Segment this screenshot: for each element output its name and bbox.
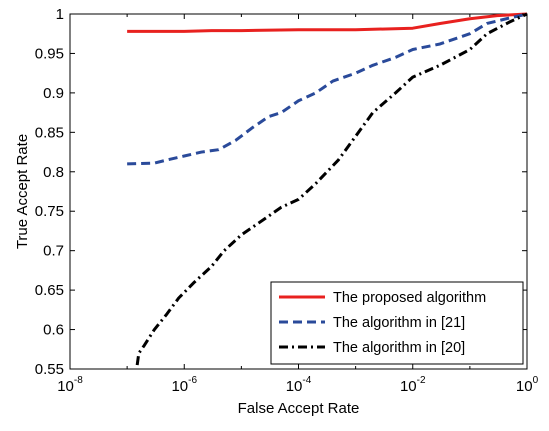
x-tick-label: 100 bbox=[516, 375, 539, 395]
x-tick-label: 10-4 bbox=[286, 375, 312, 395]
y-axis-label: True Accept Rate bbox=[14, 134, 31, 249]
series-line-3 bbox=[135, 12, 528, 366]
y-tick-label: 0.95 bbox=[35, 45, 64, 62]
series-line-2 bbox=[127, 12, 528, 166]
legend-entry-proposed: The proposed algorithm bbox=[333, 290, 486, 306]
y-tick-label: 0.75 bbox=[35, 203, 64, 220]
y-tick-label: 0.9 bbox=[43, 85, 64, 102]
legend: The proposed algorithm The algorithm in … bbox=[270, 281, 524, 365]
x-axis-label: False Accept Rate bbox=[238, 400, 360, 417]
x-tick-label: 10-6 bbox=[171, 375, 197, 395]
x-tick-label: 10-2 bbox=[400, 375, 426, 395]
series-layer bbox=[127, 12, 528, 366]
ticks-layer: 0.55 0.6 0.65 0.7 0.75 0.8 0.85 0.9 0.95 1 10-8 10-… bbox=[35, 6, 539, 395]
y-tick-label: 0.6 bbox=[43, 322, 64, 339]
y-tick-label: 1 bbox=[56, 6, 64, 23]
legend-entry-algorithm-20: The algorithm in [20] bbox=[333, 340, 465, 356]
y-tick-label: 0.85 bbox=[35, 124, 64, 141]
y-tick-label: 0.65 bbox=[35, 282, 64, 299]
y-tick-label: 0.7 bbox=[43, 243, 64, 260]
y-tick-label: 0.8 bbox=[43, 164, 64, 181]
legend-entry-algorithm-21: The algorithm in [21] bbox=[333, 315, 465, 331]
x-tick-label: 10-8 bbox=[57, 375, 83, 395]
y-tick-label: 0.55 bbox=[35, 361, 64, 378]
series-line-1 bbox=[127, 12, 528, 33]
